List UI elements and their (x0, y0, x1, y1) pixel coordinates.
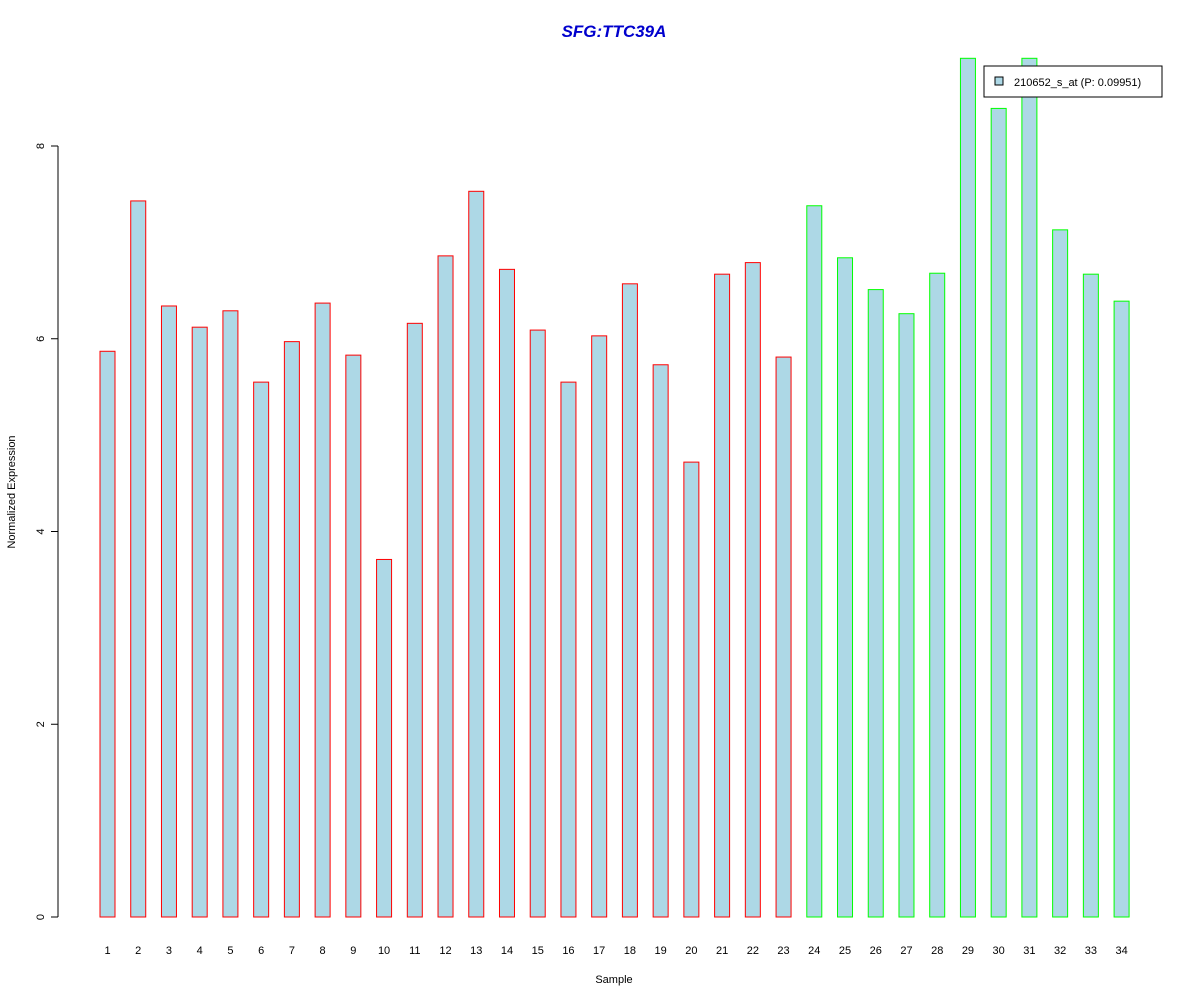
bar (621, 283, 638, 918)
bar (99, 350, 116, 918)
x-tick-label: 14 (501, 945, 513, 957)
x-tick-label: 24 (808, 945, 820, 957)
x-tick-label: 5 (227, 945, 233, 957)
x-tick-label: 8 (320, 945, 326, 957)
y-tick-label: 6 (35, 336, 47, 342)
bar (867, 289, 884, 918)
bar (222, 310, 239, 918)
bar (806, 205, 823, 918)
bar (714, 273, 731, 918)
bar (652, 364, 669, 918)
bar (253, 381, 270, 918)
x-tick-labels: 1 2 3 4 5 6 7 8 9 10 11 12 13 14 15 16 17 18 19 20 21 22 23 24 2… (104, 945, 1127, 957)
x-tick-label: 30 (993, 945, 1005, 957)
x-tick-label: 19 (655, 945, 667, 957)
legend-swatch (994, 76, 1004, 86)
x-tick-label: 25 (839, 945, 851, 957)
x-tick-label: 26 (870, 945, 882, 957)
x-tick-label: 16 (562, 945, 574, 957)
bar (314, 302, 331, 918)
bar (591, 335, 608, 918)
x-tick-label: 31 (1023, 945, 1035, 957)
bar (1082, 273, 1099, 918)
bars-group (99, 57, 1130, 918)
x-tick-label: 3 (166, 945, 172, 957)
x-tick-label: 6 (258, 945, 264, 957)
x-tick-label: 34 (1115, 945, 1127, 957)
x-tick-label: 12 (439, 945, 451, 957)
bar (529, 329, 546, 918)
bar (191, 326, 208, 918)
x-tick-label: 15 (532, 945, 544, 957)
bar (283, 341, 300, 918)
bar (160, 305, 177, 918)
bar (468, 190, 485, 918)
bar (683, 461, 700, 918)
x-tick-label: 23 (777, 945, 789, 957)
bar (929, 272, 946, 918)
legend-label: 210652_s_at (P: 0.09951) (1014, 77, 1141, 89)
y-axis-label: Normalized Expression (6, 435, 18, 548)
bar (1021, 57, 1038, 918)
y-tick-label: 0 (35, 914, 47, 920)
y-tick-label: 2 (35, 721, 47, 727)
x-tick-label: 17 (593, 945, 605, 957)
bar (775, 356, 792, 918)
bar (1113, 300, 1130, 918)
bar (376, 558, 393, 918)
x-tick-label: 11 (409, 945, 420, 957)
x-tick-label: 29 (962, 945, 974, 957)
bar (1052, 229, 1069, 918)
x-axis-label: Sample (595, 974, 632, 986)
bar (898, 313, 915, 918)
legend-box (983, 65, 1163, 98)
x-tick-label: 1 (104, 945, 110, 957)
y-tick-label: 8 (35, 143, 47, 149)
bar (990, 107, 1007, 918)
x-tick-label: 7 (289, 945, 295, 957)
bar (744, 262, 761, 918)
x-tick-label: 18 (624, 945, 636, 957)
bar (345, 354, 362, 918)
x-tick-label: 2 (135, 945, 141, 957)
x-tick-label: 13 (470, 945, 482, 957)
bar (406, 322, 423, 918)
chart-title: SFG:TTC39A (562, 22, 667, 41)
x-tick-label: 10 (378, 945, 390, 957)
bar (130, 200, 147, 918)
y-tick-label: 4 (35, 528, 47, 534)
bar (560, 381, 577, 918)
x-tick-label: 32 (1054, 945, 1066, 957)
y-axis: 0 2 4 6 8 (35, 143, 59, 920)
x-tick-label: 28 (931, 945, 943, 957)
x-tick-label: 4 (197, 945, 203, 957)
x-tick-label: 20 (685, 945, 697, 957)
x-tick-label: 22 (747, 945, 759, 957)
x-tick-label: 9 (350, 945, 356, 957)
bar (959, 57, 976, 918)
bar (498, 268, 515, 918)
bar (837, 257, 854, 918)
x-tick-label: 21 (716, 945, 728, 957)
legend: 210652_s_at (P: 0.09951) (983, 65, 1163, 98)
bar (437, 255, 454, 918)
x-tick-label: 33 (1085, 945, 1097, 957)
x-tick-label: 27 (900, 945, 912, 957)
